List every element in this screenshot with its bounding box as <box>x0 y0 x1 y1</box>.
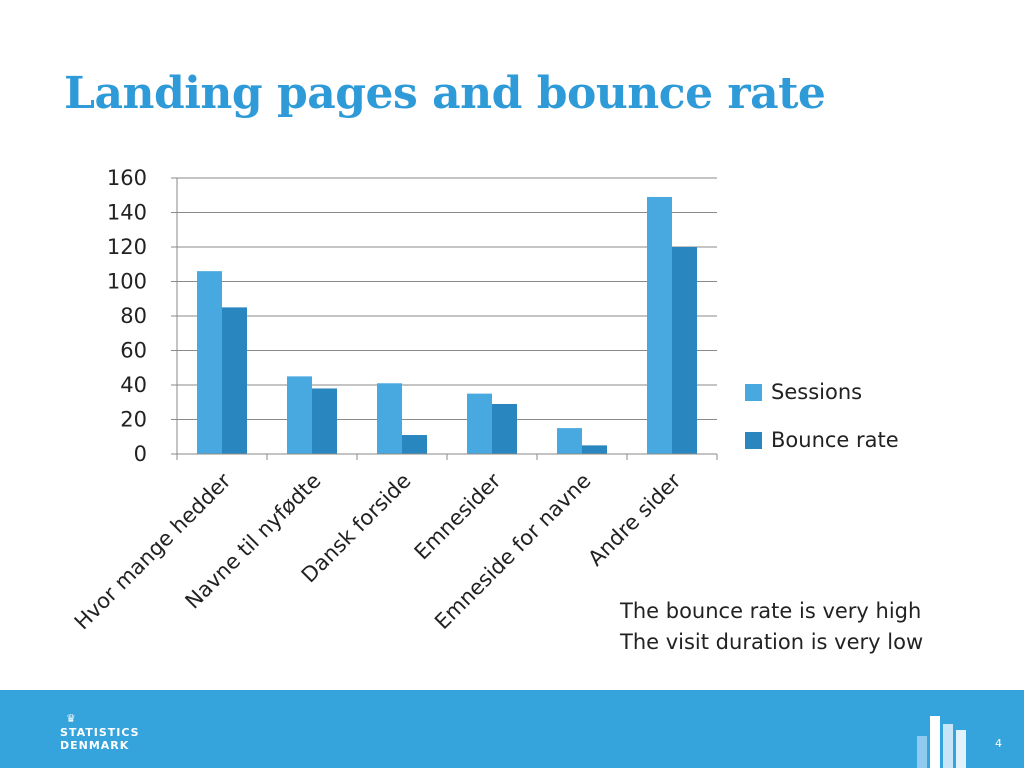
note-line-2: The visit duration is very low <box>620 630 924 654</box>
logo-text-line-1: STATISTICS <box>60 726 140 739</box>
slide-title: Landing pages and bounce rate <box>64 68 826 119</box>
y-tick-label: 80 <box>120 304 147 328</box>
y-tick-label: 60 <box>120 339 147 363</box>
bar-bounce-rate <box>222 307 247 454</box>
bar-bounce-rate <box>582 445 607 454</box>
bar-sessions <box>647 196 672 454</box>
page-number: 4 <box>995 737 1002 750</box>
y-tick-label: 100 <box>107 270 147 294</box>
y-tick-label: 20 <box>120 408 147 432</box>
crown-icon: ♛ <box>66 712 76 725</box>
bar-sessions <box>467 393 492 454</box>
legend-swatch <box>745 384 762 401</box>
bar-bounce-rate <box>672 247 697 454</box>
footer-bar: ♛ STATISTICS DENMARK 4 <box>0 690 1024 768</box>
statistics-denmark-logo: ♛ STATISTICS DENMARK <box>60 712 180 752</box>
decorative-bar <box>917 736 927 768</box>
legend-label: Bounce rate <box>771 428 899 452</box>
decorative-bar <box>943 724 953 768</box>
x-category-label: Andre sider <box>583 468 685 570</box>
chart-axes <box>171 177 718 460</box>
y-tick-label: 0 <box>134 442 147 466</box>
bar-bounce-rate <box>312 388 337 454</box>
x-category-label: Emneside for navne <box>430 469 595 634</box>
y-axis-ticks: 0 20 40 60 80 100 120 140 160 <box>107 166 147 466</box>
chart-gridlines <box>177 177 717 420</box>
bar-sessions <box>377 383 402 454</box>
y-tick-label: 120 <box>107 235 147 259</box>
note-line-1: The bounce rate is very high <box>620 599 922 623</box>
logo-text-line-2: DENMARK <box>60 739 130 752</box>
decorative-bar <box>956 730 966 768</box>
x-category-label: Emnesider <box>410 468 506 564</box>
y-tick-label: 40 <box>120 373 147 397</box>
bar-bounce-rate <box>492 403 517 454</box>
decorative-bar <box>930 716 940 768</box>
bar-sessions <box>557 428 582 454</box>
y-tick-label: 140 <box>107 201 147 225</box>
y-tick-label: 160 <box>107 166 147 190</box>
slide-note: The bounce rate is very high The visit d… <box>620 596 923 658</box>
x-category-label: Hvor mange hedder <box>70 468 236 634</box>
bar-bounce-rate <box>402 435 427 454</box>
decorative-bars-icon <box>917 710 969 768</box>
bar-sessions <box>197 271 222 454</box>
chart-bars <box>197 196 697 454</box>
bar-sessions <box>287 376 312 454</box>
bar-chart: 0 20 40 60 80 100 120 140 160 Hvor mange hedderN… <box>70 166 899 634</box>
legend-label: Sessions <box>771 380 862 404</box>
chart-legend: Sessions Bounce rate <box>745 380 899 452</box>
legend-swatch <box>745 432 762 449</box>
